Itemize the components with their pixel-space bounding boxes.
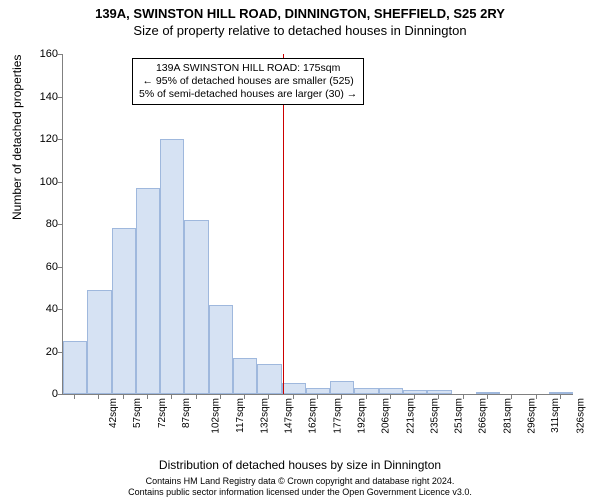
x-tick-label: 87sqm [181, 398, 192, 428]
x-tick-mark [438, 394, 439, 399]
annotation-line1: 139A SWINSTON HILL ROAD: 175sqm [139, 62, 357, 75]
chart-title-address: 139A, SWINSTON HILL ROAD, DINNINGTON, SH… [0, 0, 600, 21]
histogram-bar [257, 364, 281, 394]
x-tick-label: 221sqm [405, 398, 416, 434]
chart-plot-area: 139A SWINSTON HILL ROAD: 175sqm ← 95% of… [62, 54, 572, 394]
x-tick-label: 281sqm [502, 398, 513, 434]
x-tick-label: 132sqm [259, 398, 270, 434]
x-tick-mark [414, 394, 415, 399]
histogram-bar [233, 358, 257, 394]
x-tick-label: 235sqm [429, 398, 440, 434]
y-tick-label: 120 [40, 133, 58, 145]
x-ticks: 42sqm 57sqm 72sqm 87sqm 102sqm 117sqm 132sqm 14… [62, 394, 572, 454]
x-tick-mark [293, 394, 294, 399]
annotation-line3: 5% of semi-detached houses are larger (3… [139, 88, 357, 101]
histogram-bar [160, 139, 184, 394]
x-tick-label: 296sqm [527, 398, 538, 434]
x-axis-label: Distribution of detached houses by size … [0, 458, 600, 472]
histogram-bar [112, 228, 136, 394]
y-tick-label: 160 [40, 48, 58, 60]
x-tick-mark [147, 394, 148, 399]
x-tick-mark [98, 394, 99, 399]
annotation-line2: ← 95% of detached houses are smaller (52… [139, 75, 357, 88]
footer-attribution: Contains HM Land Registry data © Crown c… [0, 476, 600, 498]
x-tick-mark [220, 394, 221, 399]
footer-line1: Contains HM Land Registry data © Crown c… [0, 476, 600, 487]
x-tick-label: 311sqm [550, 398, 561, 433]
x-tick-label: 266sqm [478, 398, 489, 434]
x-tick-label: 162sqm [308, 398, 319, 434]
histogram-bar [136, 188, 160, 394]
x-tick-label: 192sqm [357, 398, 368, 434]
x-tick-label: 42sqm [108, 398, 119, 428]
x-tick-mark [123, 394, 124, 399]
histogram-bar [330, 381, 354, 394]
x-tick-mark [171, 394, 172, 399]
y-tick-label: 140 [40, 91, 58, 103]
x-tick-mark [196, 394, 197, 399]
chart-subtitle: Size of property relative to detached ho… [0, 21, 600, 38]
x-tick-label: 72sqm [157, 398, 168, 428]
x-tick-label: 326sqm [575, 398, 586, 434]
x-tick-mark [74, 394, 75, 399]
histogram-bar [87, 290, 111, 394]
y-tick-label: 100 [40, 176, 58, 188]
histogram-bar [282, 383, 306, 394]
x-tick-mark [366, 394, 367, 399]
x-tick-mark [244, 394, 245, 399]
x-tick-mark [536, 394, 537, 399]
x-tick-label: 102sqm [211, 398, 222, 434]
x-tick-mark [390, 394, 391, 399]
x-tick-mark [463, 394, 464, 399]
x-tick-mark [560, 394, 561, 399]
x-tick-label: 147sqm [284, 398, 295, 434]
x-tick-mark [268, 394, 269, 399]
annotation-box: 139A SWINSTON HILL ROAD: 175sqm ← 95% of… [132, 58, 364, 105]
x-tick-label: 57sqm [132, 398, 143, 428]
x-tick-label: 251sqm [454, 398, 465, 434]
x-tick-label: 117sqm [234, 398, 245, 433]
histogram-bar [184, 220, 208, 394]
x-tick-mark [317, 394, 318, 399]
x-tick-label: 177sqm [332, 398, 343, 434]
x-tick-mark [487, 394, 488, 399]
x-tick-mark [511, 394, 512, 399]
histogram-bar [63, 341, 87, 394]
histogram-bar [209, 305, 233, 394]
y-ticks: 020406080100120140160 [0, 54, 62, 394]
x-tick-mark [341, 394, 342, 399]
footer-line2: Contains public sector information licen… [0, 487, 600, 498]
x-tick-label: 206sqm [381, 398, 392, 434]
